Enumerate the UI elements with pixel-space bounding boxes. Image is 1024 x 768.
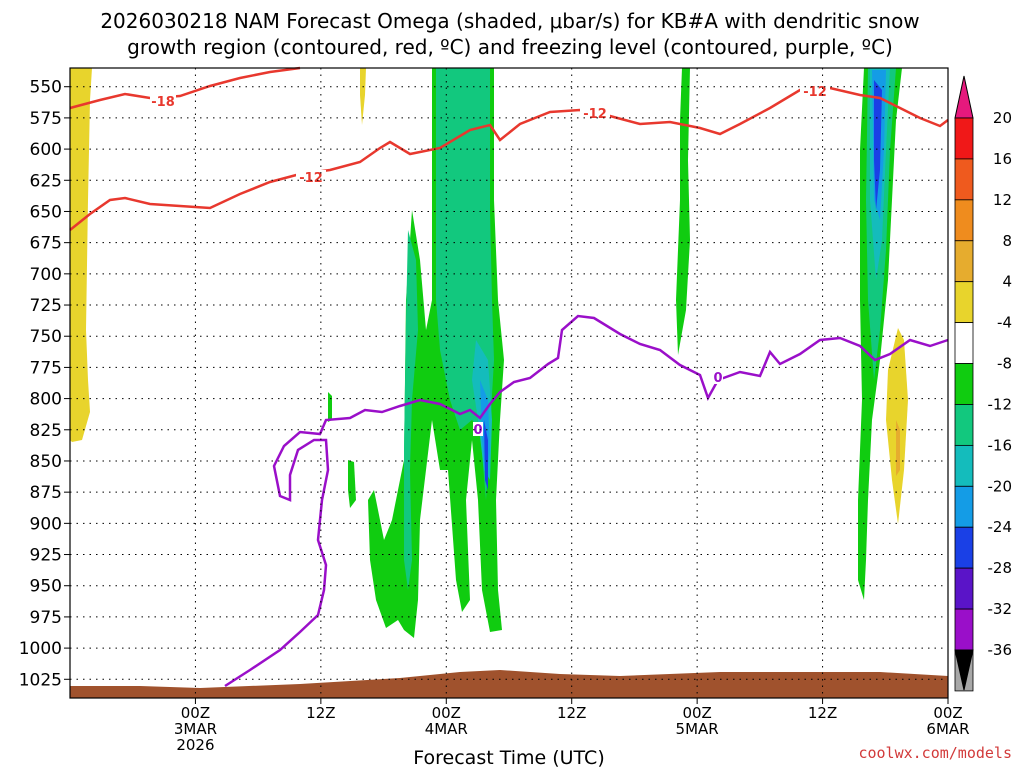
colorbar-bottom-arrow [954,649,974,691]
grid [70,68,949,698]
omega-positive-region [70,68,92,442]
y-tick-label: 875 [30,483,62,503]
contour-label-red: -12 [299,171,323,186]
colorbar-swatch [954,485,974,528]
x-tick-label: 6MAR [926,720,969,738]
colorbar-swatch [954,240,974,283]
contour-label-bg [580,106,610,120]
omega-shading [70,68,908,638]
omega-negative-region [874,80,882,210]
colorbar-swatch [954,404,974,446]
colorbar-top-arrow [954,75,974,119]
omega-negative-region [676,68,690,355]
y-tick-label: 1025 [19,670,62,690]
dgz-contour-line [69,66,301,110]
x-tick-label: 5MAR [676,720,719,738]
omega-positive-region [896,420,900,476]
colorbar-swatch [954,608,974,651]
contour-label-red: -18 [151,95,175,110]
y-tick-label: 650 [30,202,62,222]
plot-frame [69,67,949,699]
x-tick-label: 12Z [808,704,837,722]
colorbar-label: 8 [1002,232,1012,250]
y-tick-label: 950 [30,577,62,597]
freezing-contour-line [224,314,949,688]
colorbar-label: -32 [988,600,1013,618]
credit-text: coolwx.com/models [858,744,1012,762]
freezing-contours [224,314,949,688]
colorbar-label: 4 [1002,273,1012,291]
y-tick-label: 625 [30,171,62,191]
y-axis: 550 575 600 625 650 675 700 725 750 775 800 825 850 8… [19,78,70,690]
colorbar-label: -8 [997,355,1012,373]
omega-negative-region [484,420,488,490]
colorbar-label: -28 [988,559,1013,577]
x-tick-label: 12Z [306,704,335,722]
y-tick-label: 925 [30,546,62,566]
y-tick-label: 725 [30,296,62,316]
dgz-contour-line [69,86,949,231]
colorbar-swatch [954,158,974,201]
colorbar-label: -16 [988,436,1013,454]
plot-area: -18 -12 -12 -12 0 0 [69,66,949,699]
y-tick-label: 675 [30,234,62,254]
y-tick-label: 1000 [19,639,62,659]
x-tick-label: 00Z [933,704,962,722]
contour-label-red: -12 [803,85,827,100]
colorbar-swatch [954,281,974,324]
contour-label-bg [150,94,176,108]
colorbar-swatch [954,526,974,569]
contour-label-purple: 0 [473,423,482,438]
y-tick-label: 600 [30,140,62,160]
omega-negative-region [404,230,418,590]
contour-label-bg [713,370,723,384]
y-tick-label: 750 [30,327,62,347]
omega-negative-region [348,460,356,508]
colorbar-label: 16 [993,150,1012,168]
colorbar-label: -20 [988,477,1013,495]
x-tick-label: 2026 [176,736,214,754]
contour-label-purple: 0 [713,371,722,386]
chart-title-line-1: 2026030218 NAM Forecast Omega (shaded, μ… [100,9,919,33]
x-tick-label: 3MAR [174,720,217,738]
y-tick-label: 900 [30,514,62,534]
omega-negative-region [328,392,332,422]
y-tick-label: 550 [30,78,62,98]
colorbar-swatch [954,567,974,610]
omega-positive-region [360,68,366,125]
colorbar-swatch [954,322,974,364]
x-tick-label: 12Z [557,704,586,722]
colorbar-label: 12 [993,191,1012,209]
y-tick-label: 700 [30,265,62,285]
chart-title-line-2: growth region (contoured, red, ºC) and f… [127,35,893,59]
colorbar-swatch [954,363,974,405]
y-tick-label: 775 [30,358,62,378]
contour-label-red: -12 [583,107,607,122]
colorbar-label: 20 [993,109,1012,127]
x-tick-label: 00Z [432,704,461,722]
x-tick-label: 00Z [682,704,711,722]
x-tick-label: 00Z [181,704,210,722]
y-tick-label: 850 [30,452,62,472]
x-tick-label: 4MAR [425,720,468,738]
colorbar-label: -36 [988,641,1013,659]
x-axis-label: Forecast Time (UTC) [413,747,604,768]
colorbar-swatch [954,199,974,242]
colorbar: 20 16 12 8 4 -4 -8 -12 -16 -20 -24 -28 -32 -36 [954,75,1013,692]
colorbar-label: -4 [997,314,1012,332]
colorbar-label: -12 [988,395,1013,413]
terrain-surface [70,670,948,698]
colorbar-swatch [954,444,974,487]
contour-label-bg [473,422,483,436]
colorbar-swatch [954,117,974,160]
y-tick-label: 800 [30,390,62,410]
y-tick-label: 575 [30,109,62,129]
y-tick-label: 975 [30,608,62,628]
colorbar-label: -24 [988,518,1013,536]
y-tick-label: 825 [30,421,62,441]
